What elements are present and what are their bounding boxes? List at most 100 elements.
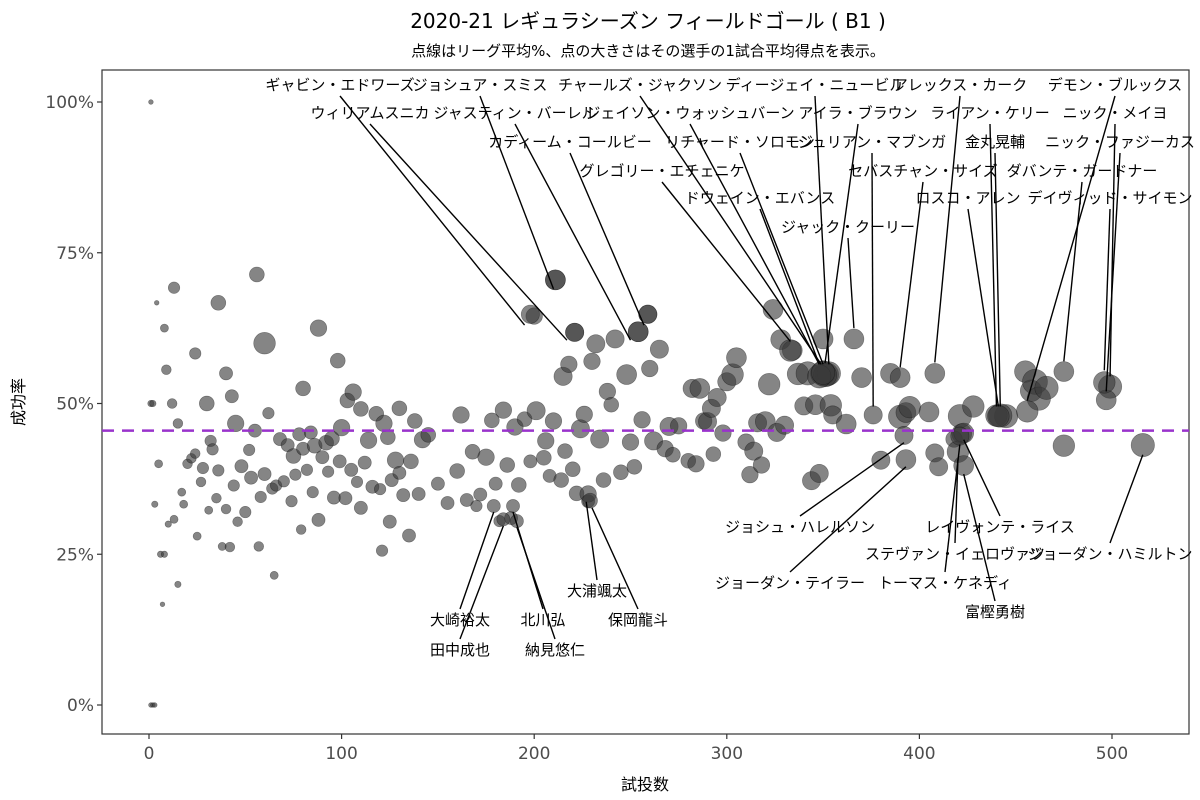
player-label: ジェイソン・ウォッシュバーン bbox=[585, 104, 794, 122]
data-point bbox=[564, 461, 581, 477]
data-point bbox=[285, 495, 298, 508]
data-point bbox=[239, 505, 252, 519]
x-tick-label: 200 bbox=[518, 744, 550, 764]
labeled-data-point bbox=[486, 499, 501, 513]
data-point bbox=[707, 388, 727, 407]
data-point bbox=[705, 446, 722, 462]
player-label: ライアン・ケリー bbox=[930, 104, 1049, 122]
data-point bbox=[359, 431, 378, 449]
data-point bbox=[220, 503, 232, 515]
data-point bbox=[595, 472, 612, 488]
data-point bbox=[375, 544, 389, 557]
data-point bbox=[484, 412, 500, 429]
data-point bbox=[206, 443, 219, 456]
player-label: ギャビン・エドワーズ bbox=[265, 76, 414, 94]
data-point bbox=[177, 487, 187, 497]
data-point bbox=[219, 366, 233, 381]
data-point bbox=[224, 541, 236, 553]
player-label: ステヴァン・イェロヴァツ bbox=[865, 545, 1045, 563]
data-point bbox=[511, 477, 527, 493]
label-leader-line bbox=[954, 459, 959, 544]
data-point bbox=[470, 499, 483, 513]
data-point bbox=[494, 401, 512, 419]
x-tick-label: 300 bbox=[711, 744, 743, 764]
data-point bbox=[196, 461, 209, 475]
data-point bbox=[164, 520, 172, 528]
player-label: 大崎裕太 bbox=[430, 611, 490, 629]
label-leader-line bbox=[1105, 152, 1121, 392]
x-tick-label: 100 bbox=[325, 744, 357, 764]
label-leader-line bbox=[963, 439, 1001, 517]
player-label: 保岡龍斗 bbox=[608, 611, 668, 629]
label-leader-line bbox=[799, 442, 905, 517]
player-label: チャールズ・ジャクソン bbox=[558, 76, 722, 94]
data-point bbox=[583, 352, 601, 370]
data-point bbox=[375, 414, 393, 432]
label-leader-line bbox=[1109, 123, 1116, 377]
data-point bbox=[154, 459, 163, 469]
data-point bbox=[452, 406, 470, 424]
labeled-data-point bbox=[496, 512, 511, 527]
y-axis-title: 成功率 bbox=[9, 378, 28, 426]
data-point bbox=[295, 524, 307, 535]
data-point bbox=[499, 457, 515, 473]
data-point bbox=[407, 413, 423, 429]
data-point bbox=[929, 457, 949, 477]
label-leader-line bbox=[591, 507, 639, 610]
data-point bbox=[295, 380, 311, 397]
plot-panel bbox=[101, 69, 1190, 735]
labeled-data-point bbox=[627, 321, 649, 343]
data-point bbox=[1052, 434, 1076, 457]
data-point bbox=[195, 476, 207, 488]
data-point bbox=[160, 550, 168, 558]
data-point bbox=[633, 411, 651, 429]
data-point bbox=[244, 470, 258, 485]
labeled-data-point bbox=[582, 492, 598, 509]
data-point bbox=[224, 389, 239, 404]
data-point bbox=[374, 483, 387, 496]
data-point bbox=[626, 459, 643, 475]
data-point bbox=[322, 465, 335, 478]
label-leader-line bbox=[759, 208, 820, 365]
label-leader-line bbox=[934, 95, 961, 363]
data-point bbox=[332, 454, 347, 469]
player-label: 大浦颯太 bbox=[567, 582, 627, 600]
data-point bbox=[898, 395, 921, 419]
data-point bbox=[430, 476, 445, 491]
player-label: ウィリアムスニカ bbox=[311, 104, 430, 122]
data-point bbox=[473, 487, 488, 502]
data-point bbox=[169, 514, 179, 524]
data-point bbox=[338, 491, 353, 506]
labeled-data-point bbox=[924, 363, 946, 384]
data-point bbox=[353, 401, 369, 417]
x-axis-title: 試投数 bbox=[621, 775, 669, 794]
data-point bbox=[253, 541, 264, 552]
player-label: 北川弘 bbox=[520, 611, 565, 629]
data-point bbox=[154, 300, 160, 306]
chart-subtitle: 点線はリーグ平均%、点の大きさはその選手の1試合平均得点を表示。 bbox=[411, 42, 885, 60]
data-point bbox=[160, 323, 169, 333]
label-leader-line bbox=[689, 123, 820, 365]
player-label: ダバンテ・ガードナー bbox=[1007, 162, 1158, 180]
x-axis: 0 100 200 300 400 500 bbox=[144, 734, 1128, 764]
data-point bbox=[159, 601, 166, 607]
data-point bbox=[459, 493, 474, 507]
label-leader-line bbox=[339, 95, 526, 326]
label-leader-line bbox=[824, 123, 859, 364]
data-point bbox=[523, 454, 538, 469]
data-point bbox=[277, 475, 290, 488]
data-point bbox=[211, 492, 222, 504]
y-axis: 0% 25% 50% 75% 100% bbox=[45, 93, 102, 716]
label-leader-line bbox=[459, 511, 495, 610]
player-label: レイヴォンテ・ライス bbox=[925, 518, 1075, 536]
label-leader-line bbox=[1063, 181, 1083, 362]
data-point bbox=[665, 447, 681, 463]
label-leader-line bbox=[661, 181, 791, 342]
labeled-data-point bbox=[895, 449, 917, 470]
data-point bbox=[167, 281, 181, 294]
label-leader-line bbox=[789, 466, 907, 573]
data-point bbox=[641, 359, 659, 378]
x-tick-label: 0 bbox=[144, 744, 155, 764]
label-leader-line bbox=[585, 501, 598, 581]
labeled-data-point bbox=[843, 328, 865, 350]
